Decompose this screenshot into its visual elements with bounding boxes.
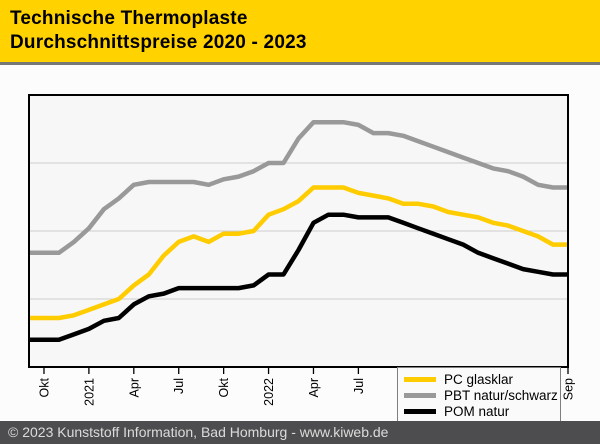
x-tick-label: Okt <box>217 377 231 397</box>
legend-item-pc: PC glasklar <box>404 372 554 387</box>
series-line-1 <box>29 119 568 256</box>
header-divider <box>0 62 600 65</box>
chart-legend: PC glasklar PBT natur/schwarz POM natur <box>397 367 561 424</box>
legend-label-pbt: PBT natur/schwarz <box>444 387 558 403</box>
x-tick-label: Okt <box>37 377 51 397</box>
legend-swatch-pbt <box>404 392 436 398</box>
x-tick-label: Apr <box>307 378 321 397</box>
legend-swatch-pom <box>404 409 436 415</box>
chart-svg: Okt2021AprJulOkt2022AprJulOkt2023AprJulS… <box>28 94 576 406</box>
x-tick-label: 2022 <box>262 378 276 406</box>
price-chart: Okt2021AprJulOkt2022AprJulOkt2023AprJulS… <box>0 66 600 424</box>
chart-title-line-1: Technische Thermoplaste <box>10 8 248 29</box>
legend-item-pbt: PBT natur/schwarz <box>404 388 558 403</box>
legend-swatch-pc <box>404 376 436 382</box>
footer-copyright: © 2023 Kunststoff Information, Bad Hombu… <box>0 421 600 444</box>
series-line-0 <box>29 185 568 321</box>
series-line-2 <box>29 212 568 343</box>
x-tick-label: 2021 <box>82 378 96 406</box>
legend-label-pom: POM natur <box>444 404 510 420</box>
plot-border <box>28 94 569 368</box>
x-tick-label: Apr <box>127 378 141 397</box>
legend-label-pc: PC glasklar <box>444 371 514 387</box>
x-tick-label: Jul <box>172 378 186 394</box>
x-tick-label: Sep <box>562 378 576 400</box>
x-tick-label: Jul <box>352 378 366 394</box>
header: Technische Thermoplaste Durchschnittspre… <box>0 0 600 62</box>
legend-item-pom: POM natur <box>404 404 554 419</box>
chart-title-line-2: Durchschnittspreise 2020 - 2023 <box>10 32 307 53</box>
